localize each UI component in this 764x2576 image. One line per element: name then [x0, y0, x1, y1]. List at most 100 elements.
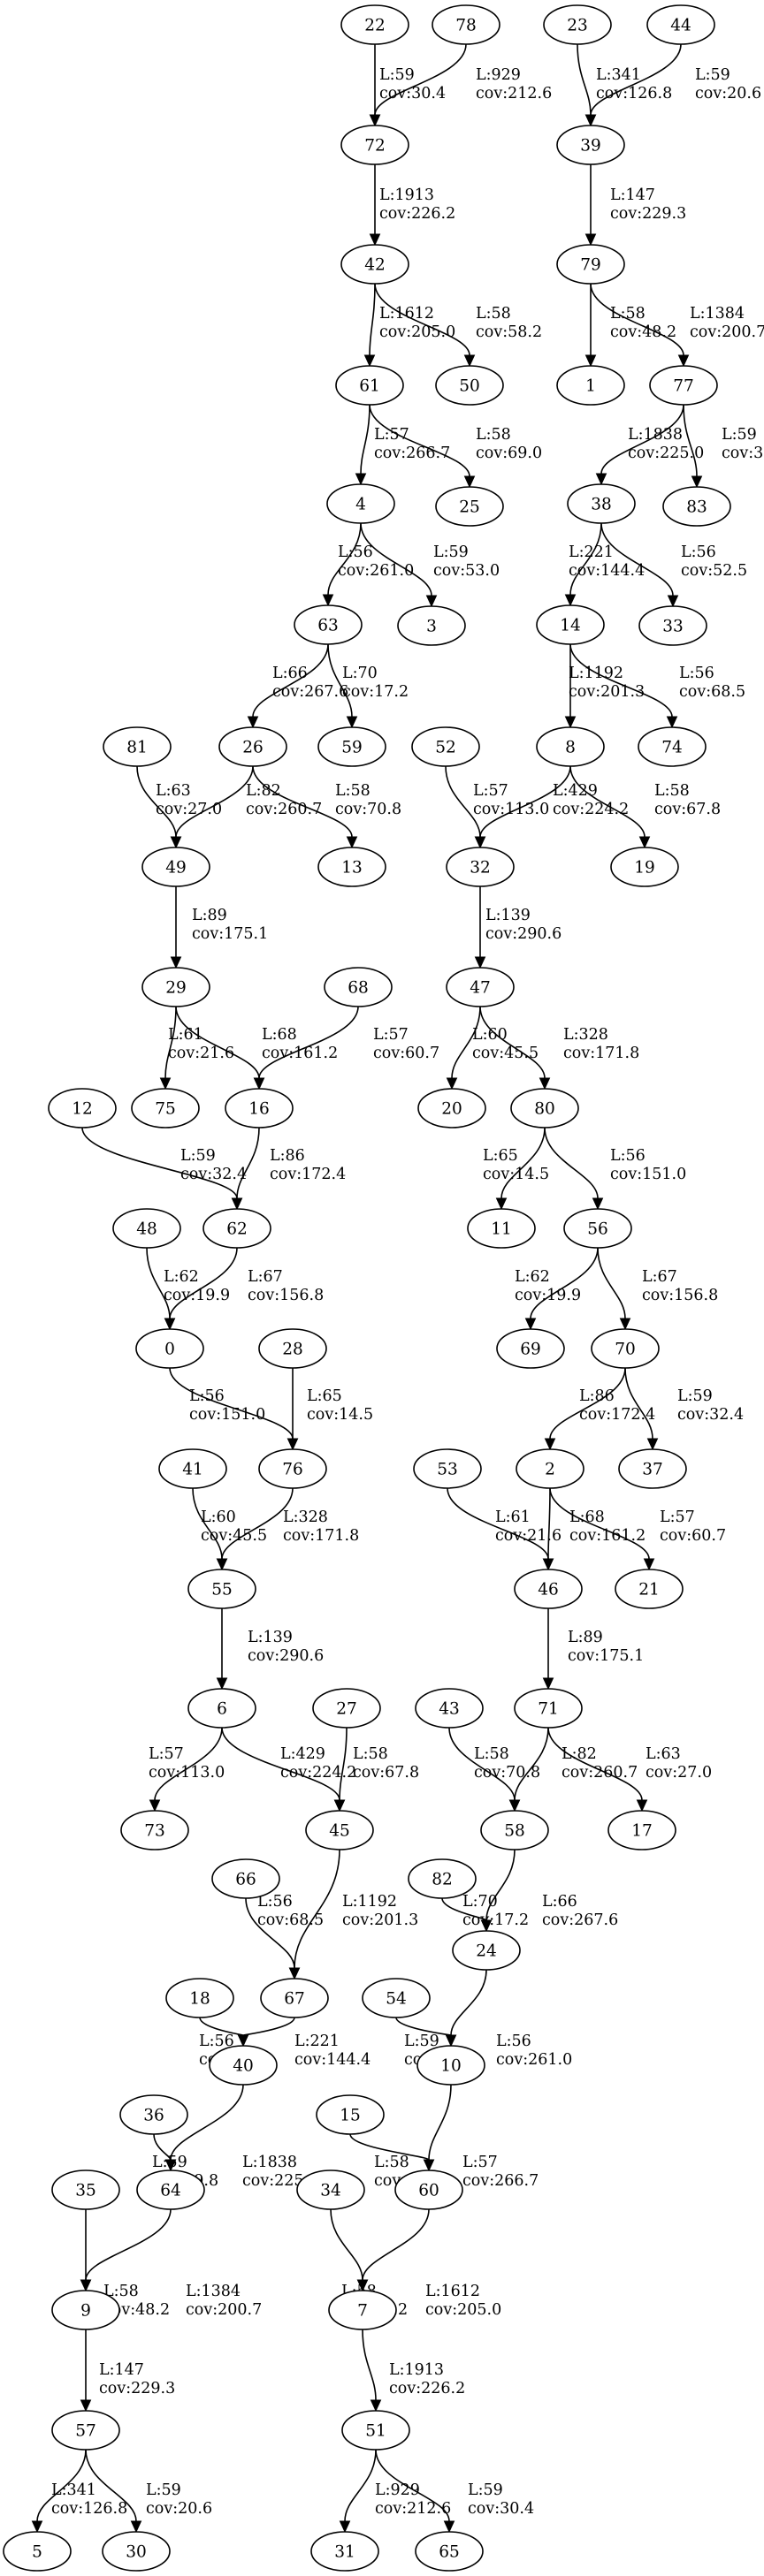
node-79[interactable]: 79	[556, 244, 625, 285]
node-54[interactable]: 54	[362, 1978, 431, 2018]
node-30[interactable]: 30	[102, 2531, 171, 2572]
edge-length-label: L:65	[483, 1147, 518, 1165]
node-58[interactable]: 58	[480, 1810, 549, 1850]
node-43[interactable]: 43	[415, 1688, 484, 1729]
node-26[interactable]: 26	[218, 726, 287, 767]
node-73[interactable]: 73	[120, 1810, 189, 1850]
node-72[interactable]: 72	[340, 125, 409, 165]
node-14[interactable]: 14	[536, 604, 605, 645]
node-60[interactable]: 60	[394, 2169, 463, 2210]
arrowhead-icon	[423, 2159, 435, 2172]
node-1[interactable]: 1	[556, 365, 625, 406]
node-68[interactable]: 68	[324, 967, 393, 1007]
node-80[interactable]: 80	[510, 1088, 579, 1128]
edge-coverage-label: cov:226.2	[389, 2380, 465, 2397]
node-38[interactable]: 38	[567, 483, 636, 524]
edge-coverage-label: cov:68.5	[257, 1911, 324, 1929]
node-77[interactable]: 77	[649, 365, 718, 406]
node-22[interactable]: 22	[340, 4, 409, 45]
node-59[interactable]: 59	[317, 726, 386, 767]
node-9[interactable]: 9	[51, 2290, 120, 2330]
node-48[interactable]: 48	[112, 1208, 181, 1249]
node-17[interactable]: 17	[607, 1810, 676, 1850]
node-4[interactable]: 4	[326, 483, 395, 524]
node-28[interactable]: 28	[258, 1328, 327, 1369]
node-6[interactable]: 6	[187, 1688, 256, 1729]
node-19[interactable]: 19	[610, 847, 679, 887]
node-ellipse	[317, 726, 386, 767]
node-78[interactable]: 78	[432, 4, 500, 45]
node-8[interactable]: 8	[536, 726, 605, 767]
node-61[interactable]: 61	[335, 365, 404, 406]
node-76[interactable]: 76	[258, 1448, 327, 1489]
node-36[interactable]: 36	[119, 2094, 188, 2135]
node-47[interactable]: 47	[446, 967, 515, 1007]
node-ellipse	[158, 1448, 227, 1489]
node-63[interactable]: 63	[294, 604, 363, 645]
node-41[interactable]: 41	[158, 1448, 227, 1489]
node-24[interactable]: 24	[452, 1930, 521, 1971]
node-23[interactable]: 23	[543, 4, 612, 45]
node-27[interactable]: 27	[312, 1688, 381, 1729]
node-39[interactable]: 39	[556, 125, 625, 165]
node-29[interactable]: 29	[141, 967, 210, 1007]
node-32[interactable]: 32	[446, 847, 515, 887]
edge-coverage-label: cov:267.6	[272, 683, 348, 701]
edge-length-label: L:56	[199, 2033, 234, 2050]
node-57[interactable]: 57	[51, 2410, 120, 2451]
node-10[interactable]: 10	[416, 2045, 485, 2086]
node-70[interactable]: 70	[591, 1328, 660, 1369]
node-64[interactable]: 64	[136, 2169, 205, 2210]
node-21[interactable]: 21	[615, 1569, 684, 1609]
node-71[interactable]: 71	[514, 1688, 583, 1729]
node-35[interactable]: 35	[51, 2169, 120, 2210]
node-16[interactable]: 16	[225, 1088, 294, 1128]
node-75[interactable]: 75	[131, 1088, 200, 1128]
node-34[interactable]: 34	[296, 2169, 365, 2210]
node-65[interactable]: 65	[415, 2531, 484, 2572]
node-18[interactable]: 18	[165, 1978, 234, 2018]
node-33[interactable]: 33	[638, 605, 707, 646]
node-66[interactable]: 66	[211, 1858, 280, 1899]
node-7[interactable]: 7	[328, 2290, 397, 2330]
node-45[interactable]: 45	[305, 1810, 374, 1850]
node-40[interactable]: 40	[209, 2045, 278, 2086]
node-0[interactable]: 0	[135, 1328, 204, 1369]
node-label: 5	[32, 2543, 42, 2562]
node-83[interactable]: 83	[662, 486, 731, 527]
node-20[interactable]: 20	[417, 1088, 486, 1128]
node-69[interactable]: 69	[496, 1328, 565, 1369]
node-51[interactable]: 51	[341, 2410, 410, 2451]
node-81[interactable]: 81	[103, 726, 172, 767]
node-50[interactable]: 50	[435, 365, 504, 406]
node-5[interactable]: 5	[3, 2531, 72, 2572]
node-46[interactable]: 46	[514, 1569, 583, 1609]
node-15[interactable]: 15	[316, 2094, 385, 2135]
node-13[interactable]: 13	[317, 847, 386, 887]
node-56[interactable]: 56	[563, 1208, 632, 1249]
node-37[interactable]: 37	[618, 1448, 687, 1489]
node-67[interactable]: 67	[260, 1978, 329, 2018]
node-2[interactable]: 2	[516, 1448, 584, 1489]
node-ellipse	[141, 847, 210, 887]
node-label: 36	[143, 2107, 164, 2125]
node-label: 66	[235, 1871, 256, 1889]
node-82[interactable]: 82	[408, 1858, 477, 1899]
node-49[interactable]: 49	[141, 847, 210, 887]
node-62[interactable]: 62	[202, 1208, 271, 1249]
node-11[interactable]: 11	[467, 1208, 536, 1249]
node-53[interactable]: 53	[413, 1448, 482, 1489]
node-3[interactable]: 3	[397, 605, 466, 646]
edge-length-label: L:1913	[379, 186, 434, 204]
node-55[interactable]: 55	[187, 1569, 256, 1609]
node-31[interactable]: 31	[310, 2531, 379, 2572]
node-12[interactable]: 12	[48, 1088, 117, 1128]
node-label: 59	[341, 739, 363, 757]
node-52[interactable]: 52	[411, 726, 480, 767]
node-44[interactable]: 44	[646, 4, 715, 45]
node-42[interactable]: 42	[340, 244, 409, 285]
node-74[interactable]: 74	[638, 726, 707, 767]
node-25[interactable]: 25	[435, 486, 504, 527]
